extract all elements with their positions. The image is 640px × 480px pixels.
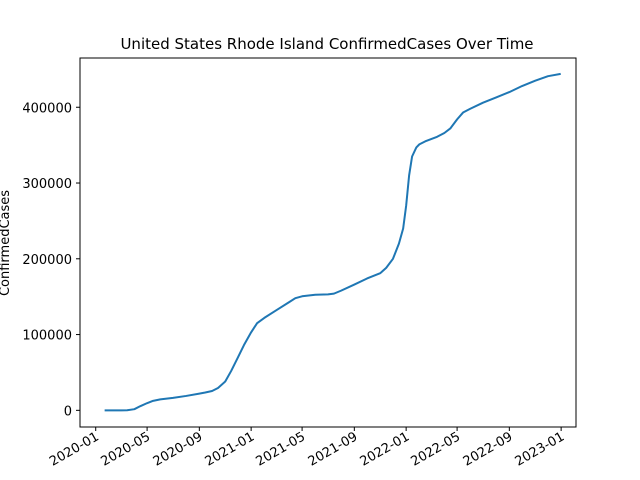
y-tick-label: 100000 (22, 329, 72, 344)
chart-title: United States Rhode Island ConfirmedCase… (120, 35, 533, 53)
series-layer (104, 72, 561, 412)
x-tick-label: 2020-05 (99, 429, 154, 469)
x-tick-label: 2020-09 (151, 429, 206, 469)
tick-layer: 2020-012020-052020-092021-012021-052021-… (22, 101, 567, 469)
x-tick-label: 2022-01 (358, 429, 413, 469)
x-tick-label: 2021-05 (254, 429, 309, 469)
x-tick-label: 2020-01 (47, 429, 102, 469)
y-tick-label: 0 (64, 404, 72, 419)
x-tick-label: 2023-01 (513, 429, 568, 469)
y-axis-label: ConfirmedCases (0, 190, 13, 296)
y-tick-label: 400000 (22, 101, 72, 116)
y-tick-label: 200000 (22, 253, 72, 268)
x-tick-label: 2021-01 (203, 429, 258, 469)
x-tick-label: 2022-05 (409, 429, 464, 469)
x-tick-label: 2021-09 (306, 429, 361, 469)
series-line-0 (104, 72, 561, 412)
x-tick-label: 2022-09 (461, 429, 516, 469)
y-tick-label: 300000 (22, 177, 72, 192)
plot-frame (79, 57, 577, 428)
